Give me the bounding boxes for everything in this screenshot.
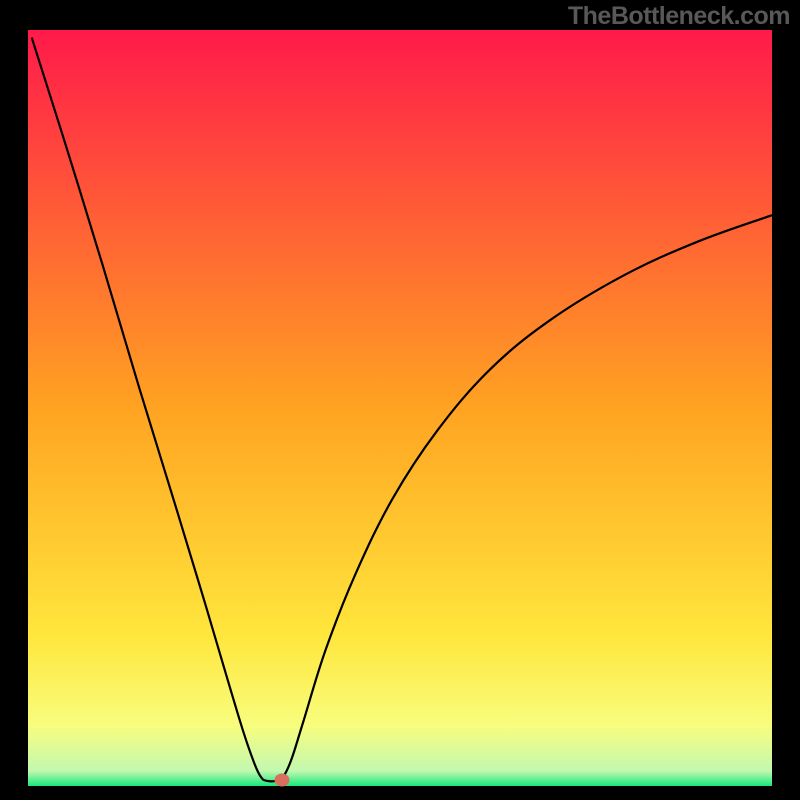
- chart-frame: TheBottleneck.com: [0, 0, 800, 800]
- curve-path: [32, 38, 772, 782]
- plot-area: [28, 30, 772, 786]
- optimum-marker: [275, 773, 290, 786]
- bottleneck-curve: [28, 30, 772, 786]
- watermark-text: TheBottleneck.com: [568, 2, 790, 31]
